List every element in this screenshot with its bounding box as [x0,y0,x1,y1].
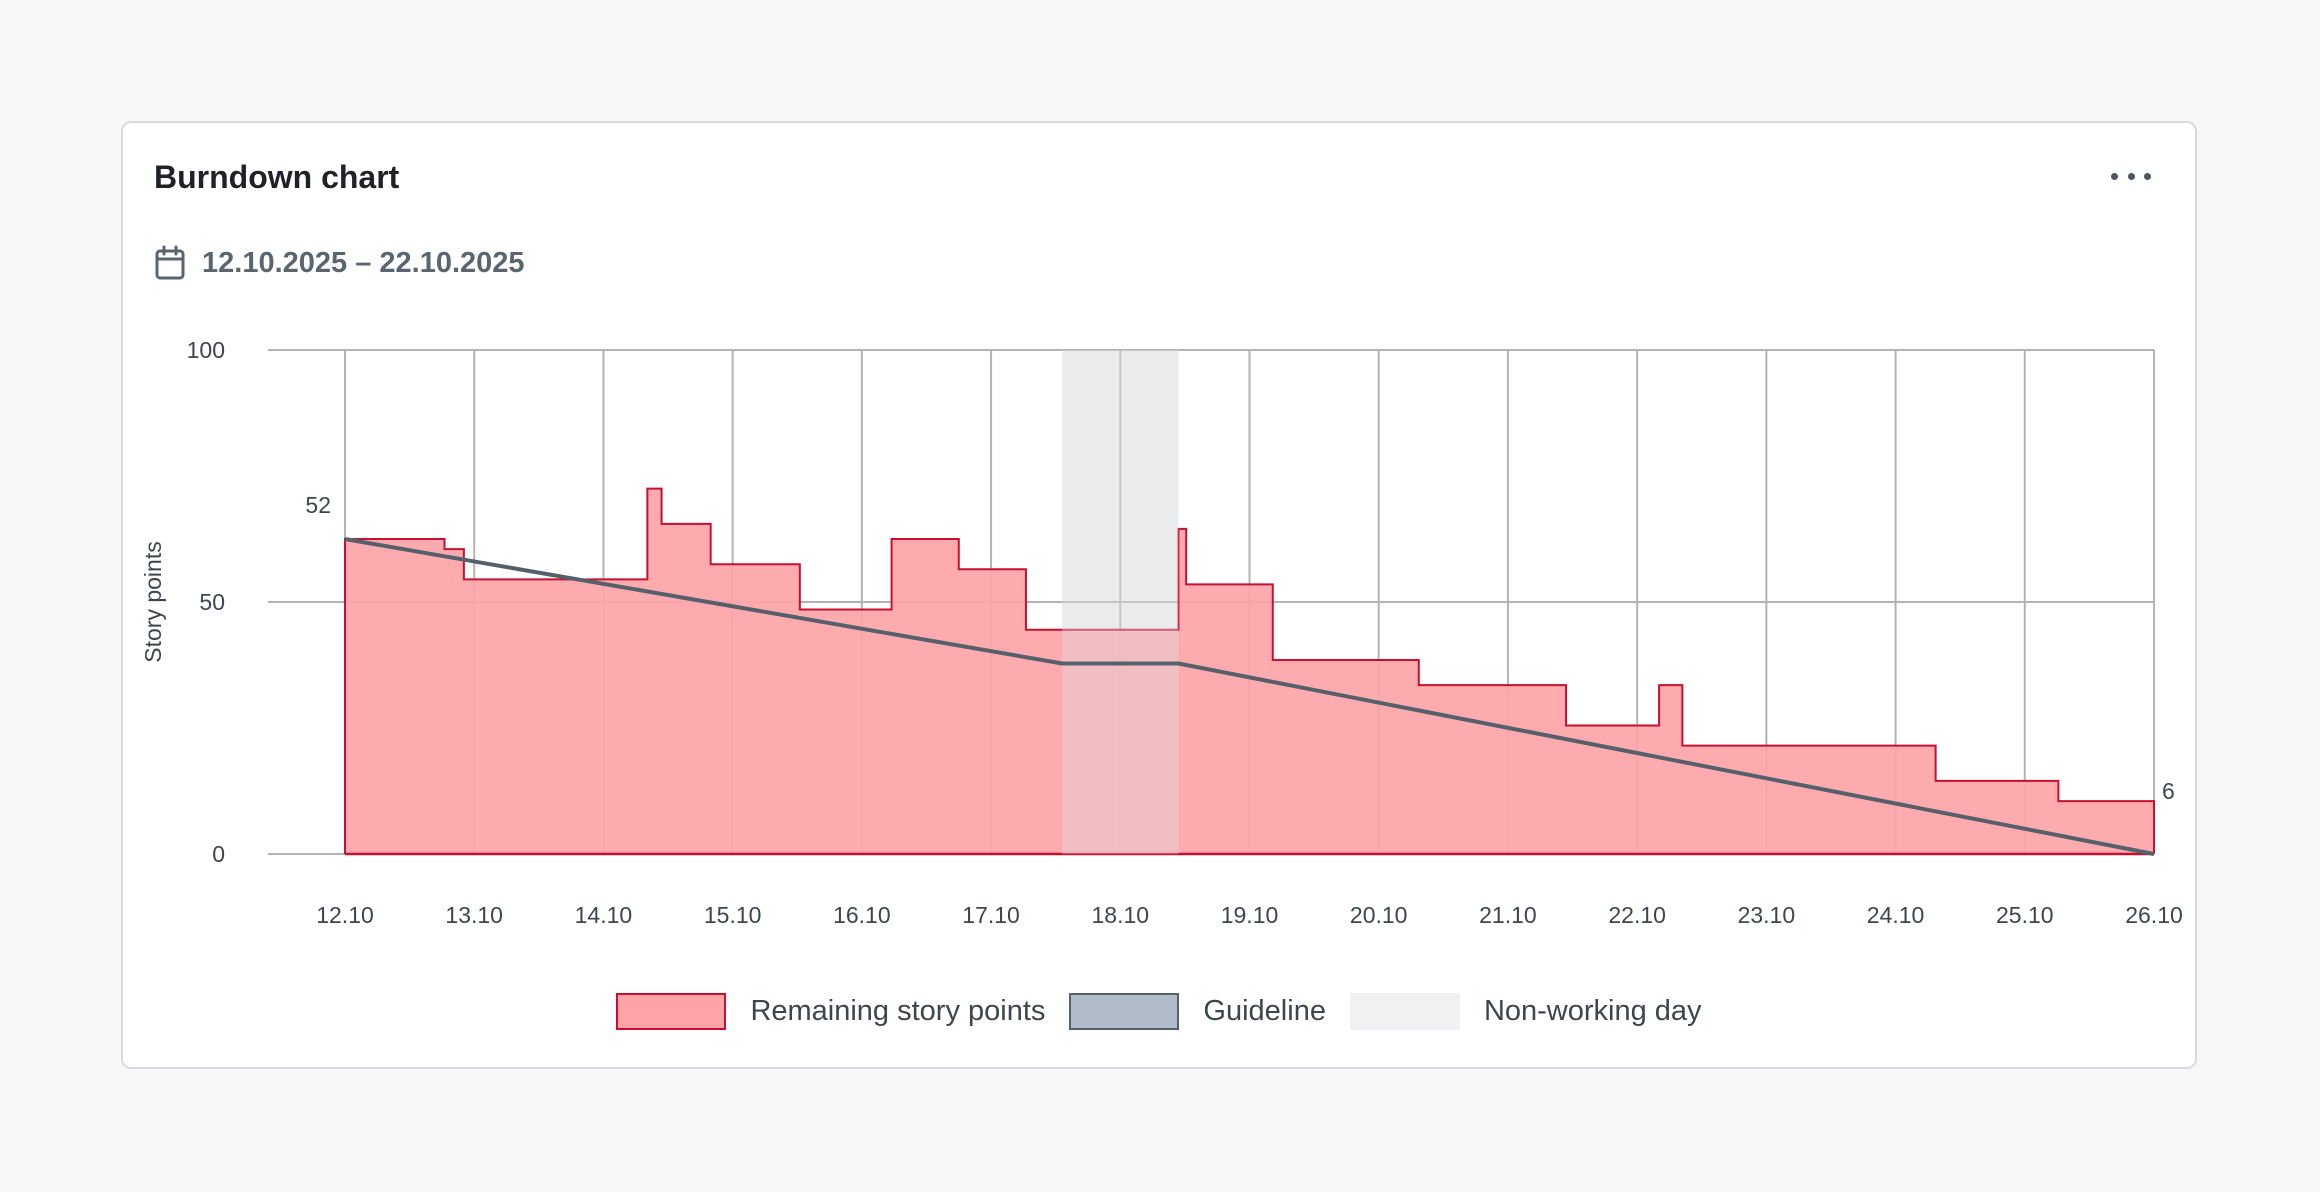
legend-item-guideline[interactable]: Guideline [1069,993,1326,1030]
y-tick-label: 0 [212,841,225,867]
legend-item-nonworking[interactable]: Non-working day [1349,993,1702,1030]
remaining-line [344,487,2155,854]
legend-label-remaining: Remaining story points [750,995,1046,1027]
x-tick-label: 19.10 [1221,902,1279,928]
date-range: 12.10.2025 – 22.10.2025 [154,245,525,281]
chart-legend: Remaining story points Guideline Non-wor… [123,993,2195,1030]
x-tick-label: 17.10 [962,902,1020,928]
x-tick-label: 12.10 [316,902,374,928]
y-axis-label: Story points [140,541,166,662]
x-tick-label: 24.10 [1867,902,1925,928]
x-tick-label: 25.10 [1996,902,2054,928]
y-tick-label: 100 [187,337,225,363]
more-options-icon[interactable] [2111,161,2151,191]
annotation-end-value: 6 [2162,778,2175,804]
legend-item-remaining[interactable]: Remaining story points [616,993,1045,1030]
calendar-icon [155,245,185,280]
more-dot [2111,172,2118,180]
legend-swatch-guideline [1069,993,1180,1030]
more-dot [2144,172,2151,180]
x-tick-label: 20.10 [1350,902,1408,928]
guideline [344,537,2155,856]
more-dot [2127,172,2135,180]
x-tick-label: 18.10 [1092,902,1150,928]
nonworking-overlay [1062,350,1179,854]
x-tick-label: 16.10 [833,902,891,928]
date-range-text: 12.10.2025 – 22.10.2025 [202,246,525,279]
x-tick-label: 23.10 [1738,902,1796,928]
x-tick-label: 22.10 [1608,902,1666,928]
x-tick-label: 13.10 [445,902,503,928]
y-tick-label: 50 [199,589,225,615]
burndown-chart: 0 50 100 12.10 13.10 14.10 15.10 16.10 17.10 18.1… [140,337,2183,928]
remaining-area [345,488,2154,854]
x-tick-label: 26.10 [2125,902,2183,928]
x-tick-label: 14.10 [575,902,633,928]
legend-swatch-nonworking [1349,993,1460,1030]
x-tick-label: 21.10 [1479,902,1537,928]
legend-swatch-remaining [616,993,727,1030]
burndown-card: Burndown chart 12.10.2025 – 22.10.2025 0… [121,121,2197,1069]
card-title: Burndown chart [154,159,400,195]
legend-label-nonworking: Non-working day [1483,995,1702,1027]
x-tick-label: 15.10 [704,902,762,928]
legend-label-guideline: Guideline [1203,995,1326,1027]
annotation-start-value: 52 [305,492,331,518]
